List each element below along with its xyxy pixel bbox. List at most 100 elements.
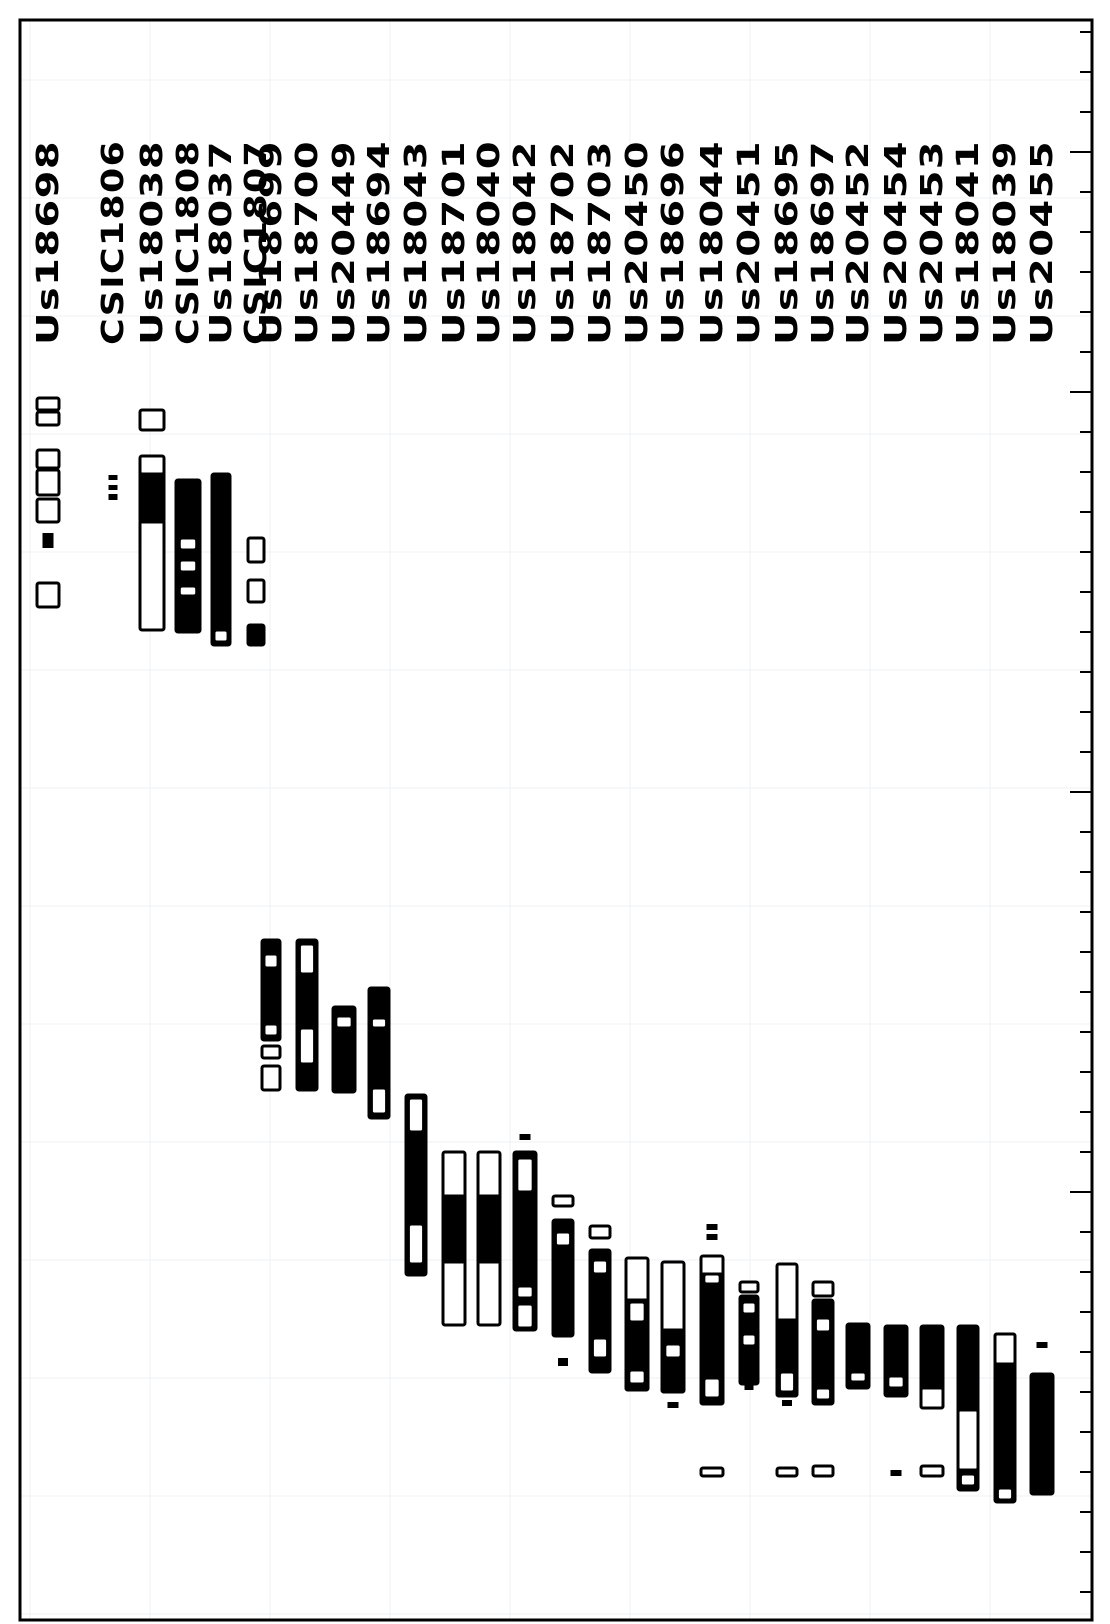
segment-gap <box>518 1287 532 1297</box>
segment-gap <box>743 1303 755 1313</box>
segment-block <box>441 1194 467 1264</box>
segment-block <box>624 1298 650 1392</box>
segment-tick <box>667 1402 679 1408</box>
segment-block <box>210 472 232 647</box>
segment-gap <box>215 631 227 641</box>
segment-gap <box>409 1099 423 1131</box>
sample-label: Us20449 <box>327 140 362 345</box>
sample-label: Us18043 <box>399 140 434 345</box>
sample-column: Us20450 <box>620 140 655 1392</box>
segment-block <box>551 1194 575 1208</box>
segment-tick <box>782 1400 792 1406</box>
sample-label: Us18038 <box>135 140 170 345</box>
segment-gap <box>593 1261 607 1273</box>
segment-block <box>512 1150 538 1332</box>
segment-block <box>246 623 266 647</box>
segment-block <box>35 581 61 609</box>
segment-block <box>845 1322 871 1390</box>
sample-column: Us18697 <box>806 140 841 1478</box>
sample-column: Us20454 <box>879 140 914 1476</box>
sample-label: Us18699 <box>254 140 289 345</box>
sample-column: Us18037 <box>204 140 239 647</box>
sample-label: Us20451 <box>732 140 767 345</box>
sample-label: Us18700 <box>290 140 325 345</box>
segment-gap <box>666 1345 680 1357</box>
segment-tick <box>744 1384 754 1390</box>
segment-gap <box>705 1379 719 1397</box>
sample-label: Us20453 <box>915 140 950 345</box>
sample-label: Us18040 <box>472 140 507 345</box>
segment-gap <box>998 1489 1012 1499</box>
faint-grid <box>20 20 1092 1620</box>
segment-block <box>660 1328 686 1394</box>
frame-border <box>18 18 1094 1622</box>
segment-block <box>138 518 166 632</box>
segment-gap <box>337 1017 351 1027</box>
segment-block <box>260 1064 282 1092</box>
segment-block <box>811 1298 835 1406</box>
segment-gap <box>180 561 196 571</box>
segment-gap <box>780 1373 794 1391</box>
sample-label: Us18701 <box>437 140 472 345</box>
segment-tick <box>1036 1342 1048 1348</box>
sample-column: Us20453 <box>915 140 950 1478</box>
segment-block <box>699 1466 725 1478</box>
sample-label: Us20450 <box>620 140 655 345</box>
sample-label: Us18694 <box>362 140 397 345</box>
sample-column: Us18700 <box>290 140 325 1092</box>
sample-label: CSIC1807 <box>239 140 274 345</box>
sample-column: Us18043 <box>399 140 434 1277</box>
segment-gap <box>518 1159 532 1191</box>
segment-tick <box>706 1224 718 1230</box>
plot-frame <box>18 18 1094 1622</box>
segment-block <box>331 1005 357 1094</box>
sample-label: Us18702 <box>546 140 581 345</box>
sample-column: Us18694 <box>362 140 397 1120</box>
segment-gap <box>630 1303 644 1321</box>
segment-gap <box>372 1089 386 1113</box>
segment-gap <box>300 1029 314 1063</box>
segment-block <box>138 408 166 432</box>
sample-column: Us18042 <box>508 140 543 1332</box>
segment-block <box>476 1194 502 1264</box>
segment-block <box>35 410 61 427</box>
sample-label: Us18697 <box>806 140 841 345</box>
segment-block <box>956 1408 980 1472</box>
segment-gap <box>265 955 277 967</box>
sample-column: Us18039 <box>988 140 1023 1504</box>
sample-label: Us18042 <box>508 140 543 345</box>
segment-gap <box>251 589 261 597</box>
sample-column: Us18041 <box>951 140 986 1492</box>
segment-block <box>811 1280 835 1298</box>
segment-gap <box>180 587 196 595</box>
segment-tick <box>108 475 118 480</box>
segment-gap <box>593 1339 607 1357</box>
segment-gap <box>409 1225 423 1263</box>
sample-column: Us18699 <box>254 140 289 1092</box>
segment-block <box>35 396 61 412</box>
sample-column: Us18038 <box>135 140 170 632</box>
sample-column: Us20449 <box>327 140 362 1094</box>
segment-tick <box>558 1358 568 1366</box>
segment-block <box>35 468 61 497</box>
sample-column: Us18695 <box>770 140 805 1478</box>
sample-column: Us18040 <box>472 140 507 1327</box>
segment-gap <box>144 463 160 471</box>
sample-column: Us20455 <box>1025 140 1060 1496</box>
segment-block <box>260 1044 282 1060</box>
segment-block <box>811 1464 835 1478</box>
sample-label: Us18041 <box>951 140 986 345</box>
segment-gap <box>889 1377 903 1387</box>
segment-gap <box>372 1019 386 1027</box>
sample-label: Us20455 <box>1025 140 1060 345</box>
segment-block <box>738 1280 760 1294</box>
segment-gap <box>518 1305 532 1327</box>
segment-gap <box>816 1319 830 1331</box>
sample-label: Us18037 <box>204 140 239 345</box>
plot-background <box>20 20 1095 1620</box>
segment-tick <box>890 1470 902 1476</box>
sample-column: Us20451 <box>732 140 767 1390</box>
